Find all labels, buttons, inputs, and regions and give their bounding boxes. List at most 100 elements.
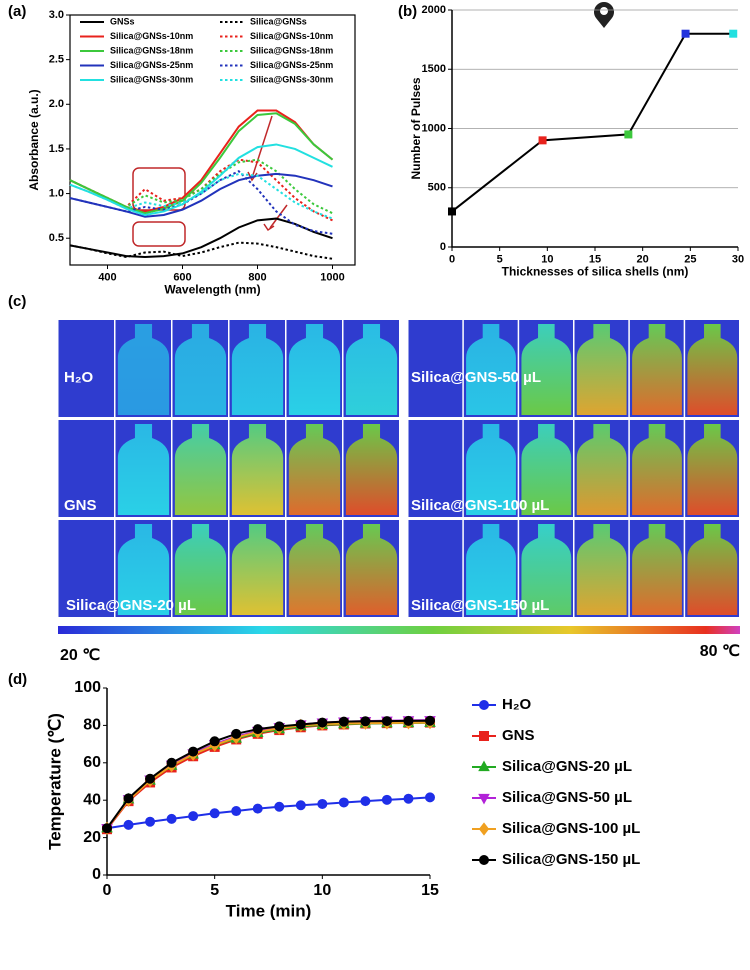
y-tick-label: 0.5 [49, 232, 64, 244]
marker [479, 700, 489, 710]
series-line [451, 32, 734, 213]
marker [478, 822, 490, 836]
marker [317, 798, 328, 809]
y-tick-label: 1.0 [49, 187, 64, 199]
axes [106, 688, 430, 876]
series-line [69, 158, 333, 215]
legend-label: GNS [502, 727, 535, 744]
marker [252, 724, 263, 735]
marker [360, 796, 371, 807]
series-line [69, 241, 333, 260]
frame [69, 14, 356, 266]
bottle [117, 524, 170, 615]
image-label: GNS [64, 497, 97, 514]
x-tick-label: 600 [173, 272, 191, 284]
thermal-bg [58, 520, 114, 617]
y-tick-label: 3.0 [49, 9, 64, 21]
legend-label: H₂O [502, 696, 531, 713]
bottle [174, 524, 227, 615]
marker [681, 29, 690, 38]
y-tick-label: 1500 [422, 63, 446, 75]
y-tick-label: 1000 [422, 122, 446, 134]
thermal-bg [408, 420, 463, 517]
marker [231, 806, 242, 817]
thermal-panel: H₂O GNS Silica@GNS-20 µL Silica@GNS-50 µL Si… [58, 320, 739, 617]
series-line [106, 796, 431, 830]
marker [478, 760, 490, 772]
bottle [288, 324, 341, 415]
x-tick-label: 10 [541, 254, 553, 266]
bottle [521, 424, 572, 515]
marker [274, 801, 285, 812]
bottle [576, 324, 627, 415]
marker [381, 716, 392, 727]
bottle [687, 424, 738, 515]
marker [166, 813, 177, 824]
x-tick-label: 0 [449, 254, 455, 266]
marker [317, 717, 328, 728]
marker [252, 803, 263, 814]
legend-label: Silica@GNSs-25nm [250, 60, 333, 70]
y-tick-label: 2.5 [49, 54, 64, 66]
y-tick-label: 60 [83, 754, 101, 771]
annotation-marks [132, 115, 288, 247]
marker [166, 757, 177, 768]
marker [478, 793, 490, 805]
thermal-bg [408, 520, 463, 617]
bottle [231, 324, 284, 415]
bottle [632, 524, 682, 615]
marker [209, 736, 220, 747]
bottle [345, 324, 398, 415]
marker [448, 207, 456, 216]
bottle [288, 524, 341, 615]
marker [188, 811, 199, 822]
bottle [466, 424, 516, 515]
image-label: H₂O [64, 369, 93, 386]
series-line [106, 719, 431, 829]
y-tick-label: 1.5 [49, 143, 64, 155]
panel-label: (c) [8, 293, 26, 310]
series-line [69, 172, 333, 218]
marker [479, 855, 489, 865]
marker [538, 136, 547, 145]
legend-label: GNSs [110, 16, 135, 26]
marker [123, 819, 134, 830]
marker [479, 731, 489, 741]
colorbar-max: 80 ℃ [700, 643, 740, 660]
y-tick-label: 20 [83, 829, 101, 846]
marker [338, 716, 349, 727]
bottle [521, 524, 572, 615]
x-tick-label: 400 [98, 272, 116, 284]
x-tick-label: 15 [589, 254, 601, 266]
bottle [174, 424, 227, 515]
x-tick-label: 15 [421, 882, 439, 899]
y-tick-label: 100 [74, 679, 101, 696]
x-tick-label: 25 [684, 254, 696, 266]
marker [274, 721, 285, 732]
bottle [521, 324, 572, 415]
colorbar-min: 20 ℃ [60, 647, 100, 664]
bottle [466, 524, 516, 615]
legend-label: Silica@GNSs-10nm [110, 31, 193, 41]
series-line [69, 170, 333, 235]
marker [729, 29, 738, 38]
marker [145, 816, 156, 827]
pin-icon [594, 1, 615, 28]
x-tick-label: 1000 [320, 272, 344, 284]
bottle [687, 524, 738, 615]
marker [295, 719, 306, 730]
bottle [466, 324, 516, 415]
marker [425, 715, 435, 726]
bottle [231, 424, 284, 515]
series-line [69, 172, 333, 220]
thermal-bg [408, 320, 463, 417]
x-axis-label: Wavelength (nm) [164, 282, 260, 296]
x-tick-label: 10 [313, 882, 331, 899]
marker [425, 792, 435, 803]
legend-label: Silica@GNSs-18nm [110, 45, 193, 55]
series-line [106, 721, 431, 829]
thermal-bg [58, 420, 114, 517]
y-axis-label: Absorbance (a.u.) [27, 89, 41, 190]
x-axis-label: Thicknesses of silica shells (nm) [502, 264, 689, 278]
y-tick-label: 500 [428, 182, 446, 194]
